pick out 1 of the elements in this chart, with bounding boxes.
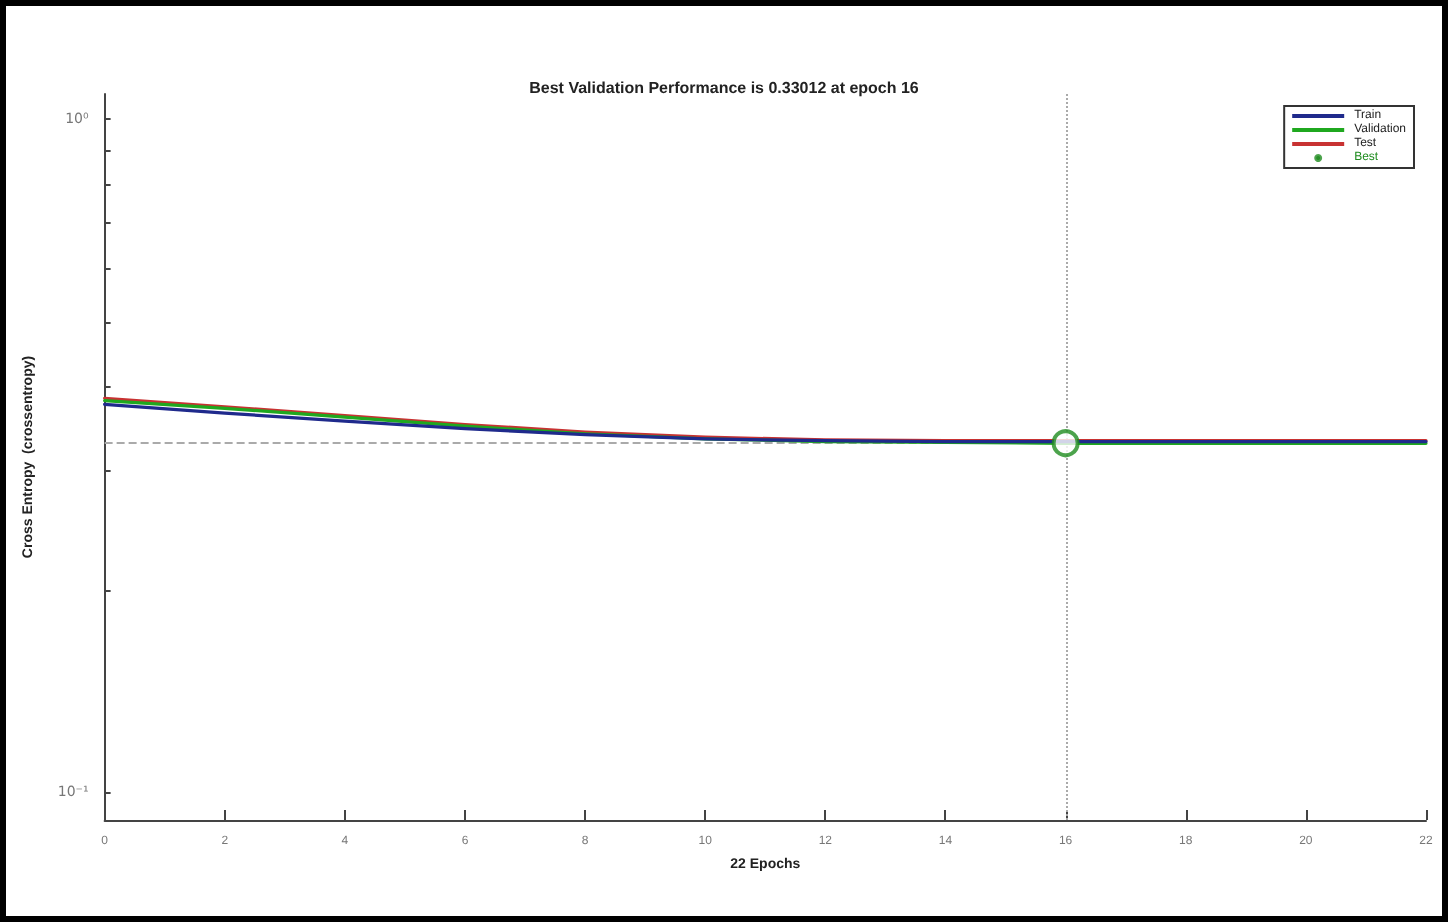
- chart-title: Best Validation Performance is 0.33012 at epoch 16: [529, 79, 920, 97]
